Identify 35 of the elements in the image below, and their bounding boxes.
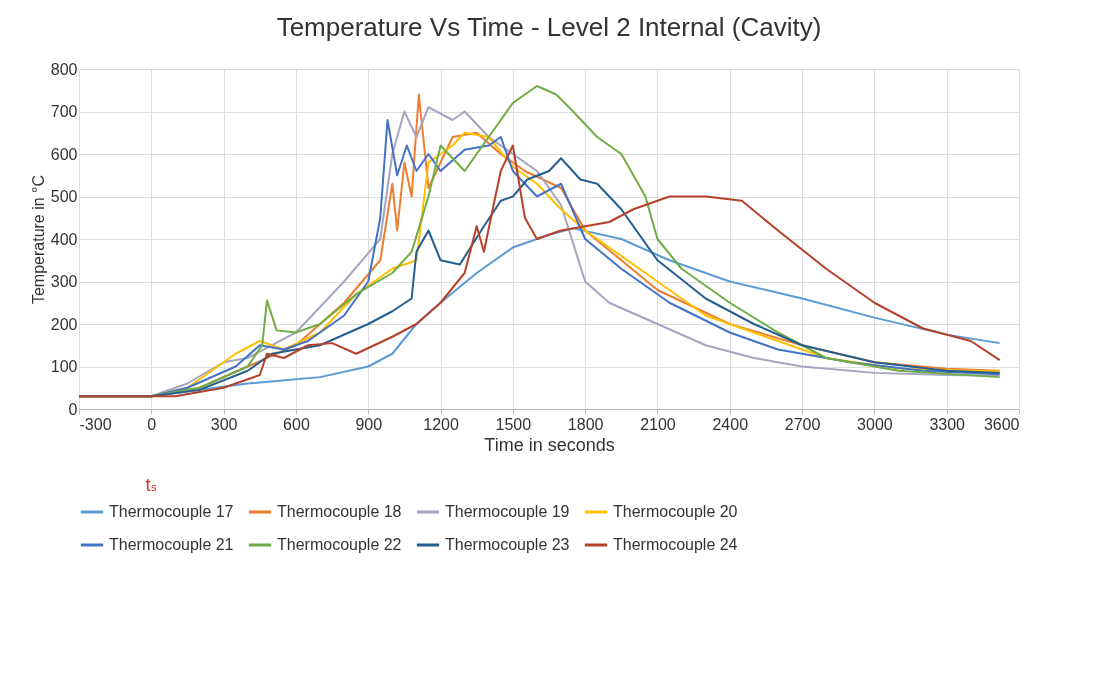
legend-label: Thermocouple 23 — [445, 536, 570, 553]
y-tick-label: 700 — [50, 103, 78, 120]
y-tick-label: 300 — [50, 273, 78, 290]
legend-label: Thermocouple 24 — [613, 536, 738, 553]
x-tick-label: 1500 — [495, 415, 532, 433]
x-tick-label: 3000 — [857, 415, 893, 433]
x-tick-label: 2400 — [712, 415, 749, 433]
y-axis-title: Temperature in °C — [29, 174, 47, 305]
x-tick-label: 3300 — [929, 415, 966, 433]
legend-label: Thermocouple 19 — [445, 503, 570, 520]
legend-label: Thermocouple 21 — [109, 536, 234, 553]
legend-label: Thermocouple 22 — [277, 536, 402, 553]
y-tick-label: 200 — [50, 315, 78, 333]
x-tick-label: 1200 — [423, 415, 459, 433]
x-tick-label: 0 — [147, 415, 157, 433]
x-axis-title: Time in seconds — [484, 434, 615, 455]
x-tick-label: -300 — [79, 415, 112, 433]
x-tick-label: 300 — [210, 415, 238, 433]
y-tick-label: 100 — [50, 358, 78, 375]
x-tick-label: 900 — [355, 415, 383, 433]
x-tick-label: 2100 — [640, 415, 676, 433]
legend-label: Thermocouple 20 — [613, 503, 738, 520]
x-tick-label: 600 — [283, 415, 310, 433]
chart-title: Temperature Vs Time - Level 2 Internal (Cavity) — [276, 12, 822, 42]
x-tick-label: 3600 — [983, 415, 1020, 433]
x-tick-label: 1800 — [567, 415, 604, 433]
y-tick-label: 400 — [50, 230, 78, 248]
y-tick-label: 0 — [68, 400, 78, 418]
text: tₛ — [145, 475, 158, 495]
legend-label: Thermocouple 18 — [277, 503, 402, 520]
y-tick-label: 600 — [50, 145, 78, 163]
y-tick-label: 800 — [50, 60, 78, 78]
y-tick-label: 500 — [50, 188, 78, 205]
x-tick-label: 2700 — [784, 415, 821, 433]
legend-label: Thermocouple 17 — [109, 503, 234, 520]
